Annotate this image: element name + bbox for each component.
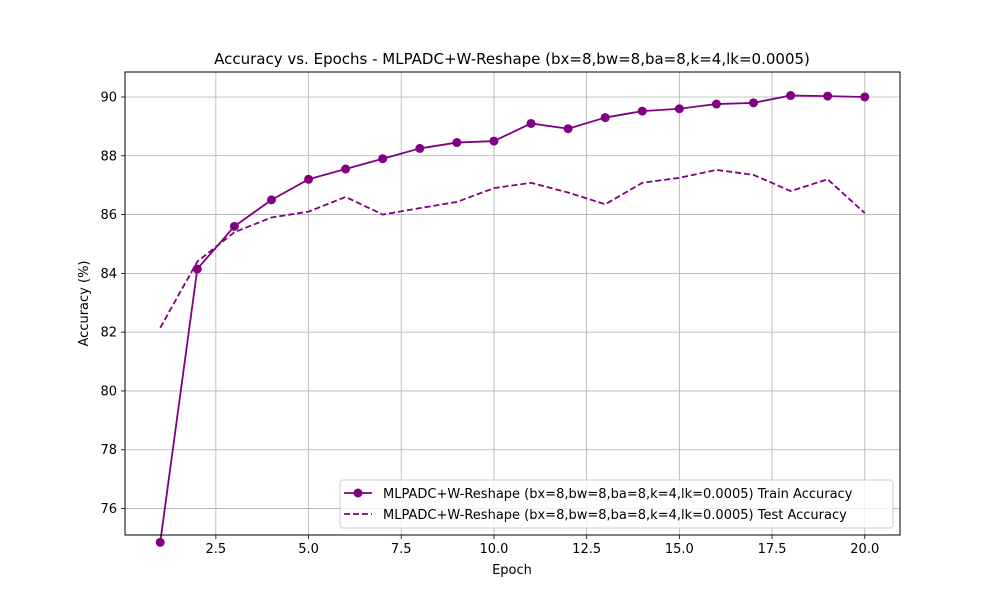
legend: MLPADC+W-Reshape (bx=8,bw=8,ba=8,k=4,lk=… bbox=[339, 479, 894, 529]
train-accuracy-point bbox=[563, 124, 573, 134]
legend-box bbox=[339, 479, 894, 529]
train-accuracy-point bbox=[749, 98, 759, 108]
y-tick-label: 76 bbox=[100, 502, 117, 517]
legend-train-label: MLPADC+W-Reshape (bx=8,bw=8,ba=8,k=4,lk=… bbox=[383, 487, 853, 502]
x-tick-label: 17.5 bbox=[758, 542, 787, 557]
train-accuracy-point bbox=[860, 92, 870, 102]
train-accuracy-point bbox=[823, 91, 833, 101]
train-accuracy-point bbox=[192, 264, 202, 274]
train-accuracy-point bbox=[526, 118, 536, 128]
y-tick-label: 88 bbox=[100, 149, 117, 164]
y-tick-label: 84 bbox=[100, 267, 117, 282]
x-axis-label: Epoch bbox=[492, 563, 532, 578]
x-tick-label: 5.0 bbox=[298, 542, 319, 557]
train-accuracy-point bbox=[415, 143, 425, 153]
ticks: 2.5 5.0 7.5 10.0 12.5 15.0 17.5 20.0 76 78 80 82 84 8… bbox=[100, 90, 879, 557]
train-accuracy-line bbox=[159, 94, 865, 543]
train-accuracy-point bbox=[637, 106, 647, 116]
y-tick-label: 86 bbox=[100, 208, 117, 223]
train-accuracy-point bbox=[452, 138, 462, 148]
plot-frame bbox=[124, 71, 901, 536]
x-tick-label: 20.0 bbox=[850, 542, 879, 557]
train-accuracy-point bbox=[341, 164, 351, 174]
train-accuracy-point bbox=[229, 221, 239, 231]
train-accuracy-point bbox=[600, 113, 610, 123]
series bbox=[155, 91, 870, 547]
train-accuracy-point bbox=[378, 154, 388, 164]
train-accuracy-point bbox=[674, 104, 684, 114]
grid bbox=[125, 72, 900, 535]
y-tick-label: 90 bbox=[100, 90, 117, 105]
x-tick-label: 7.5 bbox=[391, 542, 412, 557]
legend-train-marker bbox=[353, 488, 363, 498]
train-accuracy-point bbox=[266, 195, 276, 205]
train-accuracy-point bbox=[711, 99, 721, 109]
y-tick-label: 78 bbox=[100, 443, 117, 458]
x-tick-label: 12.5 bbox=[572, 542, 601, 557]
x-tick-label: 15.0 bbox=[665, 542, 694, 557]
y-tick-label: 82 bbox=[100, 326, 117, 341]
legend-test-label: MLPADC+W-Reshape (bx=8,bw=8,ba=8,k=4,lk=… bbox=[383, 508, 847, 523]
chart-title: Accuracy vs. Epochs - MLPADC+W-Reshape (… bbox=[214, 50, 810, 68]
train-accuracy-point bbox=[489, 136, 499, 146]
train-accuracy-point bbox=[304, 174, 314, 184]
x-tick-label: 10.0 bbox=[479, 542, 508, 557]
y-axis-label: Accuracy (%) bbox=[77, 261, 92, 347]
train-accuracy-point bbox=[786, 91, 796, 101]
train-accuracy-point bbox=[155, 537, 165, 547]
x-tick-label: 2.5 bbox=[206, 542, 227, 557]
test-accuracy-line bbox=[159, 168, 866, 329]
y-tick-label: 80 bbox=[100, 384, 117, 399]
